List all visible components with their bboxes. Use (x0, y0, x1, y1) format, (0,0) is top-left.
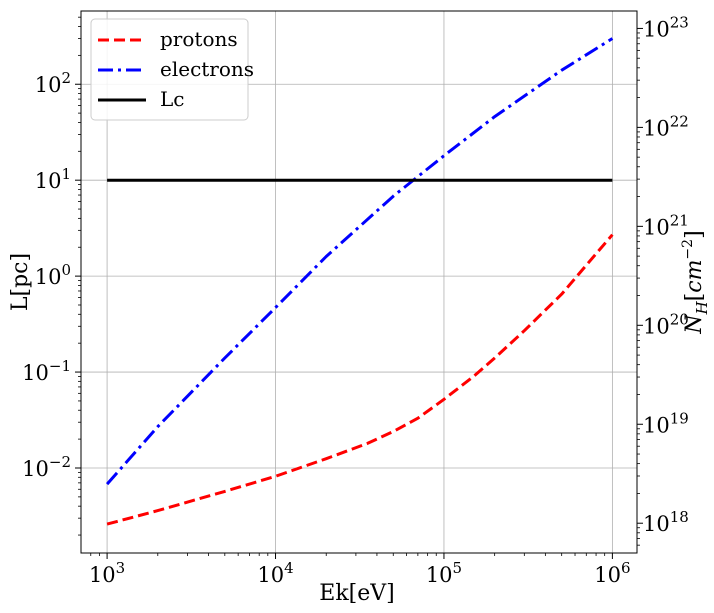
y-tick-label: 100 (35, 261, 71, 289)
legend-label-electrons: electrons (160, 57, 254, 81)
y2-tick-label: 1022 (643, 112, 689, 140)
plot-series (105, 37, 614, 526)
y2-tick-label: 1020 (643, 310, 689, 338)
y2-tick-label: 1021 (643, 211, 689, 239)
y2-axis-label: NH[cm−2] (680, 230, 711, 334)
legend: protons electrons Lc (90, 18, 254, 121)
legend-box (90, 18, 249, 121)
x-axis-label: Ek[eV] (319, 581, 394, 606)
plot-frame (80, 10, 638, 554)
y-axis-label: L[pc] (8, 253, 33, 311)
x-tick-label: 106 (594, 559, 630, 587)
legend-label-protons: protons (160, 27, 238, 51)
x-tick-label: 104 (257, 559, 293, 587)
y-tick-label: 101 (35, 165, 71, 193)
y2-tick-label: 1023 (643, 13, 689, 41)
y2-tick-label: 1019 (643, 409, 689, 437)
y-tick-label: 102 (35, 69, 71, 97)
y-tick-label: 10−1 (22, 357, 71, 385)
x-tick-label: 103 (89, 559, 125, 587)
axis-ticks: 103 104 105 106 10−2 10−1 100 101 102 1018 1019 102… (22, 13, 689, 587)
x-tick-label: 105 (426, 559, 462, 587)
series-protons-line (106, 233, 614, 526)
y-tick-label: 10−2 (22, 453, 71, 481)
series-electrons-line (105, 37, 614, 486)
legend-label-lc: Lc (160, 87, 184, 111)
y2-tick-label: 1018 (643, 508, 689, 536)
